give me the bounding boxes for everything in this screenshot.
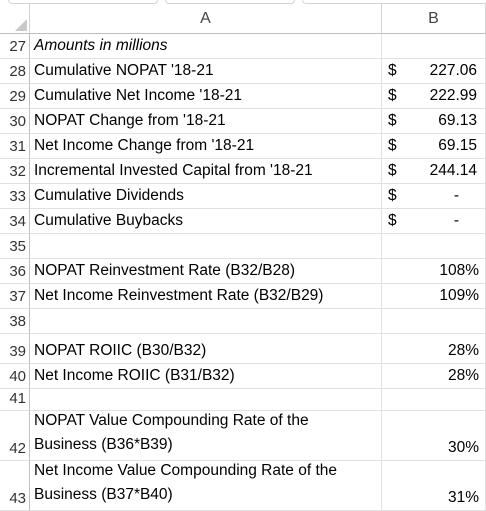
cell-b43[interactable]: 31% [382, 461, 486, 511]
cell-b39[interactable]: 28% [382, 334, 486, 364]
cell-text: Net Income ROIIC (B31/B32) [34, 367, 235, 384]
cell-a27[interactable]: Amounts in millions [30, 34, 382, 59]
cell-value: 244.14 [429, 162, 477, 179]
currency-symbol: $ [388, 187, 397, 204]
cell-text-line-2: Business (B36*B39) [34, 436, 173, 453]
cell-b28[interactable]: $227.06 [382, 59, 486, 84]
row-header-37[interactable]: 37 [0, 284, 30, 309]
cell-b33[interactable]: $ - [382, 184, 486, 209]
cell-a36[interactable]: NOPAT Reinvestment Rate (B32/B28) [30, 259, 382, 284]
cell-b36[interactable]: 108% [382, 259, 486, 284]
cell-value: 28% [447, 342, 479, 359]
cell-text-line-1: NOPAT Value Compounding Rate of the [34, 412, 309, 429]
select-all-corner[interactable] [0, 4, 30, 34]
cell-text: Net Income Change from '18-21 [34, 137, 255, 154]
cell-b31[interactable]: $69.15 [382, 134, 486, 159]
row-header-31[interactable]: 31 [0, 134, 30, 159]
row-header-34[interactable]: 34 [0, 209, 30, 234]
cell-text: Cumulative Net Income '18-21 [34, 87, 243, 104]
tab-shape-3[interactable] [302, 0, 486, 4]
cell-a42[interactable]: NOPAT Value Compounding Rate of the Busin… [30, 411, 382, 461]
select-all-triangle-icon [15, 19, 27, 31]
cell-text: Cumulative Dividends [34, 187, 184, 204]
cell-b35[interactable] [382, 234, 486, 259]
cell-a31[interactable]: Net Income Change from '18-21 [30, 134, 382, 159]
currency-symbol: $ [388, 162, 397, 179]
row-header-41[interactable]: 41 [0, 389, 30, 411]
cell-a38[interactable] [30, 309, 382, 334]
cell-a29[interactable]: Cumulative Net Income '18-21 [30, 84, 382, 109]
cell-a30[interactable]: NOPAT Change from '18-21 [30, 109, 382, 134]
cell-value: 31% [447, 489, 479, 506]
cell-value: 227.06 [429, 62, 477, 79]
cell-text: NOPAT ROIIC (B30/B32) [34, 342, 207, 359]
currency-symbol: $ [388, 212, 397, 229]
currency-symbol: $ [388, 112, 397, 129]
column-header-a[interactable]: A [30, 4, 382, 34]
cell-a33[interactable]: Cumulative Dividends [30, 184, 382, 209]
row-header-38[interactable]: 38 [0, 309, 30, 334]
cell-a43[interactable]: Net Income Value Compounding Rate of the… [30, 461, 382, 511]
sheet-tab-strip [0, 0, 486, 4]
cell-a35[interactable] [30, 234, 382, 259]
cell-text: NOPAT Reinvestment Rate (B32/B28) [34, 262, 296, 279]
row-header-32[interactable]: 32 [0, 159, 30, 184]
cell-b30[interactable]: $69.13 [382, 109, 486, 134]
currency-symbol: $ [388, 137, 397, 154]
row-header-33[interactable]: 33 [0, 184, 30, 209]
cell-a37[interactable]: Net Income Reinvestment Rate (B32/B29) [30, 284, 382, 309]
cell-a32[interactable]: Incremental Invested Capital from '18-21 [30, 159, 382, 184]
row-header-42[interactable]: 42 [0, 411, 30, 461]
cell-a28[interactable]: Cumulative NOPAT '18-21 [30, 59, 382, 84]
cell-a34[interactable]: Cumulative Buybacks [30, 209, 382, 234]
cell-a39[interactable]: NOPAT ROIIC (B30/B32) [30, 334, 382, 364]
cell-b38[interactable] [382, 309, 486, 334]
cell-value: - [453, 187, 459, 204]
cell-value: - [453, 212, 459, 229]
cell-text: Net Income Reinvestment Rate (B32/B29) [34, 287, 324, 304]
row-header-39[interactable]: 39 [0, 334, 30, 364]
cell-b41[interactable] [382, 389, 486, 411]
cell-b27[interactable] [382, 34, 486, 59]
currency-symbol: $ [388, 62, 397, 79]
cell-b34[interactable]: $ - [382, 209, 486, 234]
cell-a41[interactable] [30, 389, 382, 411]
cell-value: 108% [439, 262, 479, 279]
cell-b40[interactable]: 28% [382, 364, 486, 389]
cell-text: NOPAT Change from '18-21 [34, 112, 226, 129]
row-header-35[interactable]: 35 [0, 234, 30, 259]
row-header-29[interactable]: 29 [0, 84, 30, 109]
column-header-b[interactable]: B [382, 4, 486, 34]
cell-value: 109% [439, 287, 479, 304]
cell-b42[interactable]: 30% [382, 411, 486, 461]
cell-value: 30% [447, 439, 479, 456]
row-header-40[interactable]: 40 [0, 364, 30, 389]
cell-b37[interactable]: 109% [382, 284, 486, 309]
cell-text: Cumulative Buybacks [34, 212, 184, 229]
row-header-28[interactable]: 28 [0, 59, 30, 84]
cell-b32[interactable]: $244.14 [382, 159, 486, 184]
cell-value: 69.13 [438, 112, 477, 129]
row-header-30[interactable]: 30 [0, 109, 30, 134]
row-header-27[interactable]: 27 [0, 34, 30, 59]
cell-value: 28% [447, 367, 479, 384]
cell-text-line-1: Net Income Value Compounding Rate of the [34, 462, 338, 479]
cell-b29[interactable]: $222.99 [382, 84, 486, 109]
currency-symbol: $ [388, 87, 397, 104]
cell-value: 222.99 [429, 87, 477, 104]
cell-a40[interactable]: Net Income ROIIC (B31/B32) [30, 364, 382, 389]
row-header-36[interactable]: 36 [0, 259, 30, 284]
cell-text: Cumulative NOPAT '18-21 [34, 62, 214, 79]
cell-value: 69.15 [438, 137, 477, 154]
cell-text: Incremental Invested Capital from '18-21 [34, 162, 313, 179]
row-header-43[interactable]: 43 [0, 461, 30, 511]
cell-text: Amounts in millions [34, 37, 168, 54]
cell-text-line-2: Business (B37*B40) [34, 486, 173, 503]
